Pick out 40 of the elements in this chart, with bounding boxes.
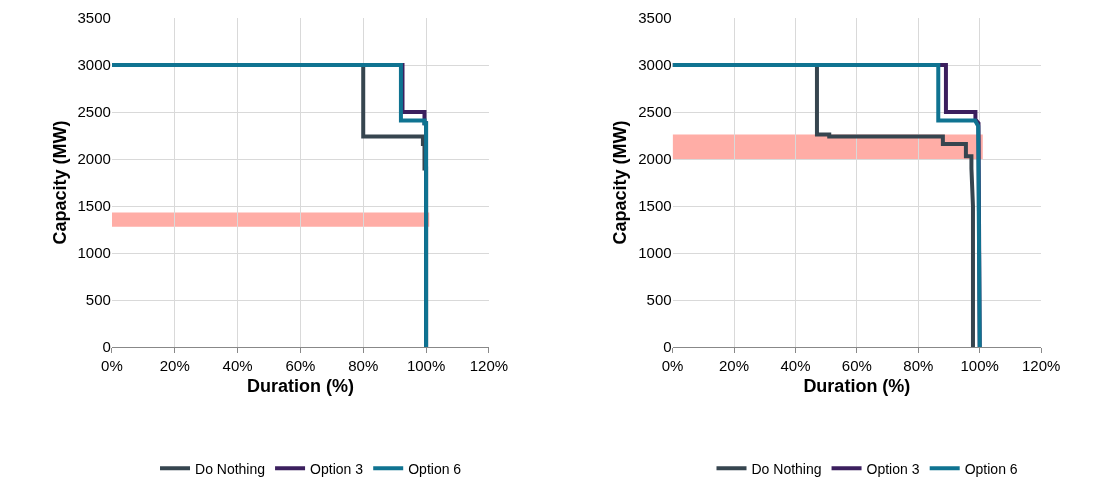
x-tick-label: 0% xyxy=(661,357,684,374)
legend-label: Option 3 xyxy=(866,460,920,477)
x-tick-label: 40% xyxy=(780,357,811,374)
y-tick-label: 1500 xyxy=(77,197,111,215)
y-tick-label: 3000 xyxy=(638,56,672,74)
y-tick-label: 1000 xyxy=(638,244,672,262)
y-tick-label: 2500 xyxy=(77,103,111,121)
x-tick-label: 40% xyxy=(222,357,253,374)
y-tick-label: 1500 xyxy=(638,197,672,215)
x-tick-label: 80% xyxy=(348,357,379,374)
y-tick-label: 3500 xyxy=(638,9,672,27)
y-axis-title: Capacity (MW) xyxy=(49,120,70,245)
legend-label: Do Nothing xyxy=(195,460,266,477)
y-tick-label: 1000 xyxy=(77,244,111,262)
y-tick-label: 0 xyxy=(102,338,111,356)
y-tick-label: 0 xyxy=(663,338,672,356)
y-tick-label: 3500 xyxy=(77,9,111,27)
y-tick-label: 500 xyxy=(646,291,672,309)
x-tick-label: 20% xyxy=(159,357,190,374)
legend-label: Option 6 xyxy=(964,460,1018,477)
x-tick-label: 60% xyxy=(285,357,316,374)
y-axis-title: Capacity (MW) xyxy=(610,120,631,245)
x-tick-label: 0% xyxy=(101,357,123,374)
y-tick-label: 3000 xyxy=(77,56,111,74)
legend-label: Option 3 xyxy=(310,460,364,477)
legend-label: Option 6 xyxy=(408,460,462,477)
x-tick-label: 120% xyxy=(1021,357,1061,374)
x-tick-label: 60% xyxy=(841,357,872,374)
y-tick-label: 500 xyxy=(85,291,111,309)
x-axis-title: Duration (%) xyxy=(246,376,354,397)
x-tick-label: 20% xyxy=(719,357,750,374)
y-tick-label: 2000 xyxy=(638,150,672,168)
x-tick-label: 100% xyxy=(960,357,999,374)
x-tick-label: 120% xyxy=(469,357,509,374)
x-tick-label: 80% xyxy=(903,357,934,374)
y-tick-label: 2000 xyxy=(77,150,111,168)
legend-label: Do Nothing xyxy=(751,460,822,477)
x-axis-title: Duration (%) xyxy=(803,376,911,397)
y-tick-label: 2500 xyxy=(638,103,672,121)
x-tick-label: 100% xyxy=(406,357,446,374)
